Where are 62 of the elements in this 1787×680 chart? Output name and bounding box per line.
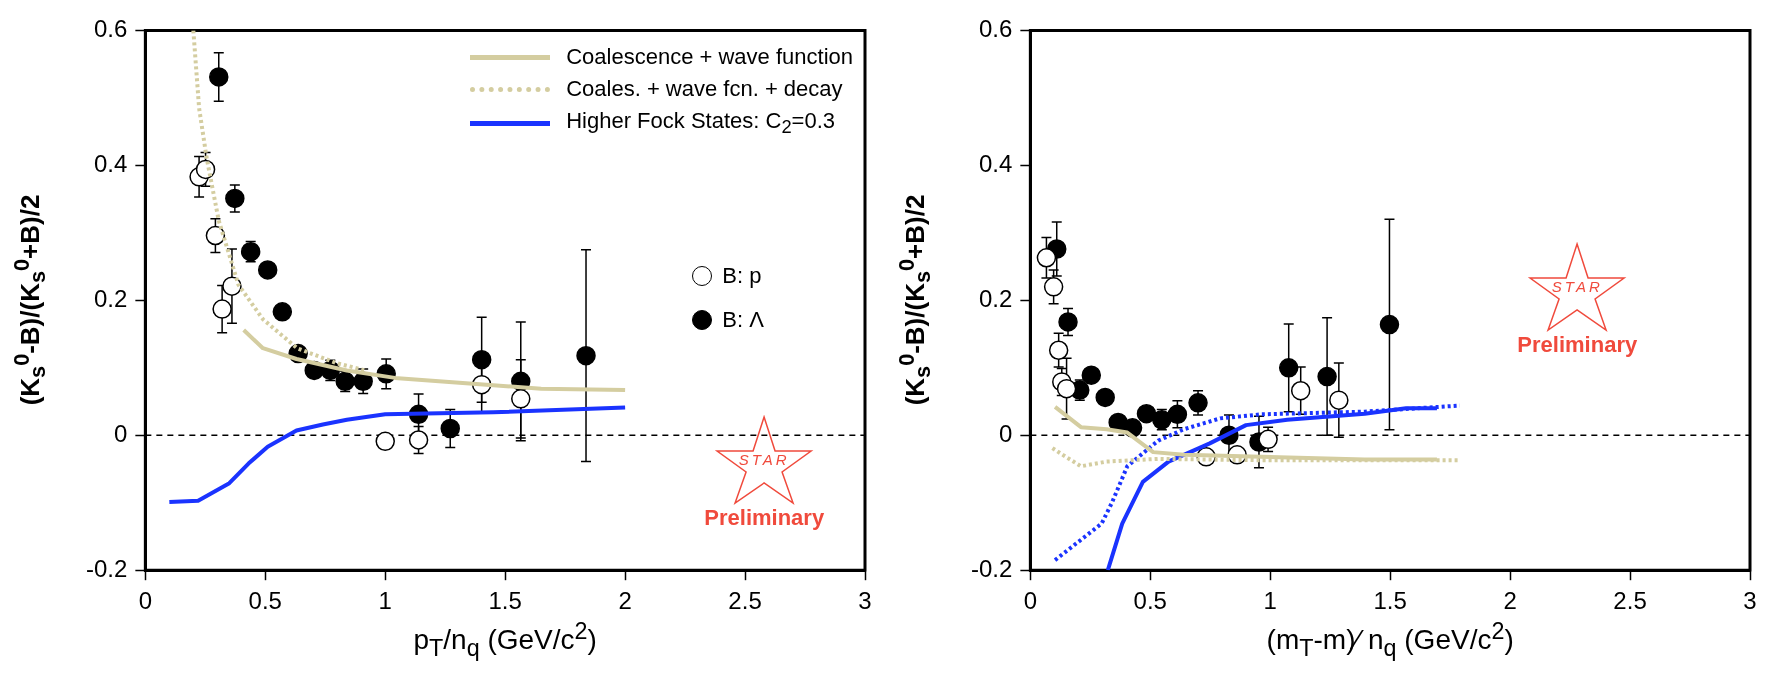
legend-label: B: p bbox=[722, 262, 762, 289]
annotation: STAR bbox=[737, 451, 791, 469]
point bbox=[471, 349, 492, 370]
point bbox=[1056, 378, 1077, 399]
point bbox=[1278, 358, 1299, 378]
x-tick-label: 0 bbox=[138, 587, 153, 615]
point bbox=[1048, 340, 1069, 360]
y-tick-label: -0.2 bbox=[86, 554, 128, 582]
point bbox=[1379, 314, 1400, 335]
y-tick-label: 0.4 bbox=[978, 149, 1013, 177]
point bbox=[1317, 366, 1337, 387]
x-tick-label: 0.5 bbox=[1133, 587, 1167, 615]
point bbox=[257, 260, 278, 280]
legend-label: B: Λ bbox=[722, 306, 764, 333]
point bbox=[209, 67, 229, 87]
x-tick-label: 2 bbox=[618, 587, 632, 615]
y-tick-label: 0 bbox=[114, 419, 128, 447]
y-tick-label: 0.2 bbox=[978, 284, 1013, 312]
x-axis-title: p$_{T}$/n$_{q}$ (GeV/c$^{2}$) bbox=[413, 618, 597, 663]
y-tick-label: 0.4 bbox=[93, 149, 128, 177]
y-tick-label: -0.2 bbox=[971, 554, 1013, 582]
point bbox=[1058, 312, 1078, 332]
x-tick-label: 2 bbox=[1503, 587, 1517, 615]
x-tick-label: 2.5 bbox=[1613, 587, 1647, 615]
point bbox=[1136, 403, 1157, 424]
legend-label: Higher Fock States: C$_{2}$=0.3 bbox=[566, 108, 836, 139]
annotation: Preliminary bbox=[1517, 332, 1638, 359]
point bbox=[1095, 387, 1115, 408]
y-tick-label: 0.6 bbox=[93, 15, 128, 43]
y-tick-label: 0 bbox=[999, 419, 1013, 447]
x-tick-label: 2.5 bbox=[728, 587, 762, 615]
annotation: STAR bbox=[1550, 278, 1604, 296]
point bbox=[1043, 277, 1064, 297]
point bbox=[576, 345, 596, 366]
x-tick-label: 1.5 bbox=[1373, 587, 1407, 615]
point bbox=[511, 389, 531, 409]
annotation: Preliminary bbox=[704, 505, 825, 532]
point bbox=[1329, 390, 1349, 410]
point bbox=[375, 431, 395, 452]
x-tick-label: 1 bbox=[378, 587, 392, 615]
point bbox=[1036, 248, 1057, 268]
point bbox=[408, 430, 429, 450]
point bbox=[1290, 380, 1311, 401]
point bbox=[222, 276, 242, 296]
x-tick-label: 0 bbox=[1023, 587, 1038, 615]
point bbox=[1081, 365, 1102, 385]
x-axis-title: (m$_{T}$-m)⁄ n$_{q}$ (GeV/c$^{2}$) bbox=[1266, 618, 1514, 663]
point bbox=[1258, 429, 1278, 450]
legend-label: Coales. + wave fcn. + decay bbox=[566, 76, 843, 103]
point bbox=[440, 418, 460, 439]
x-tick-label: 3 bbox=[1743, 587, 1757, 615]
x-tick-label: 0.5 bbox=[248, 587, 282, 615]
point bbox=[225, 188, 245, 209]
point bbox=[205, 225, 226, 246]
y-tick-label: 0.2 bbox=[93, 284, 128, 312]
y-tick-label: 0.6 bbox=[978, 15, 1013, 43]
legend-label: Coalescence + wave function bbox=[566, 44, 853, 71]
x-tick-label: 3 bbox=[858, 587, 872, 615]
point bbox=[272, 302, 293, 322]
x-tick-label: 1 bbox=[1263, 587, 1277, 615]
point bbox=[212, 299, 232, 319]
x-tick-label: 1.5 bbox=[488, 587, 522, 615]
